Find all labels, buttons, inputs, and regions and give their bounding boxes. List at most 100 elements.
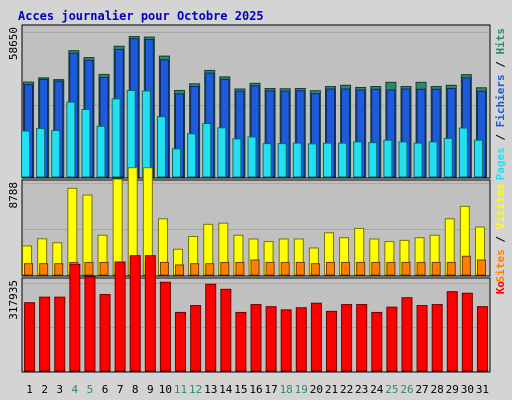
x-tick-label: 4 [72, 383, 79, 396]
bar-pages-day-14 [217, 127, 227, 178]
bar-ko-day-9 [144, 255, 156, 372]
chart-title: Acces journalier pour Octobre 2025 [18, 9, 264, 23]
panel-legend: Sites / Visites [494, 183, 507, 282]
x-tick-label: 24 [370, 383, 384, 396]
bar-ko-day-16 [250, 304, 262, 372]
panel-visits-sites: 8788 Sites / Visites [7, 167, 507, 282]
bar-pages-day-11 [172, 148, 182, 178]
legend-item-ko: Ko [494, 281, 507, 295]
x-tick-label: 17 [264, 383, 277, 396]
x-tick-label: 10 [159, 383, 172, 396]
legend-item-sites: Sites [494, 249, 507, 282]
bar-pages-day-29 [443, 137, 453, 178]
bar-ko-day-31 [476, 306, 488, 372]
bar-pages-day-9 [141, 90, 151, 178]
x-tick-label: 21 [325, 383, 338, 396]
bar-pages-day-6 [96, 125, 106, 178]
panel-legend: Pages / Fichiers / Hits [494, 28, 507, 180]
bar-pages-day-7 [111, 98, 121, 178]
bar-pages-day-19 [292, 142, 302, 178]
x-axis-day-labels: 1 2 3 4 5 6 7 8 9 10 11 12 13 14 15 16 17 18 19 20 21 22 23 24 2… [26, 383, 489, 396]
bar-ko-day-28 [431, 304, 443, 372]
bar-pages-day-16 [247, 136, 257, 178]
y-max-label: 8788 [7, 182, 20, 209]
x-tick-label: 14 [219, 383, 233, 396]
bar-pages-day-27 [413, 142, 423, 178]
bar-ko-day-21 [325, 310, 337, 372]
panel-pages-files-hits: 58650 Pages / Fichiers / Hits [7, 24, 507, 180]
bar-pages-day-12 [187, 133, 197, 178]
bar-ko-day-20 [310, 302, 322, 372]
x-tick-label: 26 [400, 383, 413, 396]
bar-pages-day-21 [322, 142, 332, 178]
bar-ko-day-4 [69, 263, 81, 372]
bar-sites-day-16 [250, 259, 260, 276]
x-tick-label: 3 [56, 383, 63, 396]
bar-ko-day-12 [190, 305, 202, 372]
bar-pages-day-23 [353, 141, 363, 178]
bar-ko-day-17 [265, 306, 277, 372]
bar-ko-day-19 [295, 307, 307, 372]
bar-pages-day-17 [262, 143, 272, 178]
legend-separator: / [494, 127, 507, 147]
x-tick-label: 27 [415, 383, 428, 396]
bar-pages-day-3 [51, 130, 61, 178]
x-tick-label: 7 [117, 383, 124, 396]
bar-pages-day-28 [428, 141, 438, 178]
bar-pages-day-10 [156, 116, 166, 178]
bar-sites-day-14 [220, 261, 230, 276]
bar-pages-day-4 [66, 101, 76, 178]
bar-sites-day-24 [371, 261, 381, 276]
legend-item-hits: Hits [494, 28, 507, 55]
bar-visites-day-7 [112, 178, 123, 276]
bar-sites-day-3 [54, 263, 64, 276]
bar-pages-day-30 [458, 127, 468, 178]
bar-ko-day-3 [54, 296, 66, 372]
bar-ko-day-25 [386, 306, 398, 372]
bar-sites-day-31 [476, 259, 486, 276]
x-tick-label: 13 [204, 383, 217, 396]
bar-sites-day-30 [461, 255, 471, 276]
bar-sites-day-12 [190, 263, 200, 276]
panel-traffic: 317935 Ko [7, 255, 507, 373]
x-tick-label: 23 [355, 383, 368, 396]
bar-ko-day-8 [129, 255, 141, 372]
bar-sites-day-2 [39, 263, 49, 276]
bar-ko-day-7 [114, 261, 126, 372]
bar-pages-day-20 [307, 143, 317, 178]
legend-item-visites: Visites [494, 183, 507, 229]
bar-pages-day-22 [338, 142, 348, 178]
chart-panels: 58650 Pages / Fichiers / Hits 8788 Sites / … [7, 24, 507, 373]
x-tick-label: 2 [41, 383, 48, 396]
bar-pages-day-1 [21, 130, 31, 178]
x-tick-label: 20 [310, 383, 323, 396]
x-tick-label: 1 [26, 383, 33, 396]
bar-sites-day-11 [175, 264, 185, 276]
x-tick-label: 11 [174, 383, 187, 396]
bar-pages-day-26 [398, 141, 408, 178]
x-tick-label: 18 [280, 383, 293, 396]
bar-sites-day-15 [235, 261, 245, 276]
y-max-label: 58650 [7, 27, 20, 60]
bar-sites-day-29 [446, 261, 456, 276]
bar-sites-day-18 [280, 261, 290, 276]
bar-ko-day-18 [280, 309, 292, 372]
x-tick-label: 29 [446, 383, 459, 396]
bar-sites-day-22 [341, 261, 351, 276]
bar-pages-day-31 [473, 139, 483, 178]
bar-sites-day-25 [386, 261, 396, 276]
x-tick-label: 15 [234, 383, 247, 396]
bar-pages-day-24 [368, 142, 378, 178]
bar-ko-day-27 [416, 305, 428, 372]
x-tick-label: 8 [132, 383, 139, 396]
x-tick-label: 19 [295, 383, 308, 396]
x-tick-label: 9 [147, 383, 154, 396]
bar-pages-day-2 [36, 128, 46, 178]
bar-sites-day-23 [356, 261, 366, 276]
bar-ko-day-13 [205, 283, 217, 372]
bar-ko-day-14 [220, 288, 232, 372]
bar-ko-day-23 [356, 304, 368, 372]
bar-sites-day-5 [84, 261, 94, 276]
